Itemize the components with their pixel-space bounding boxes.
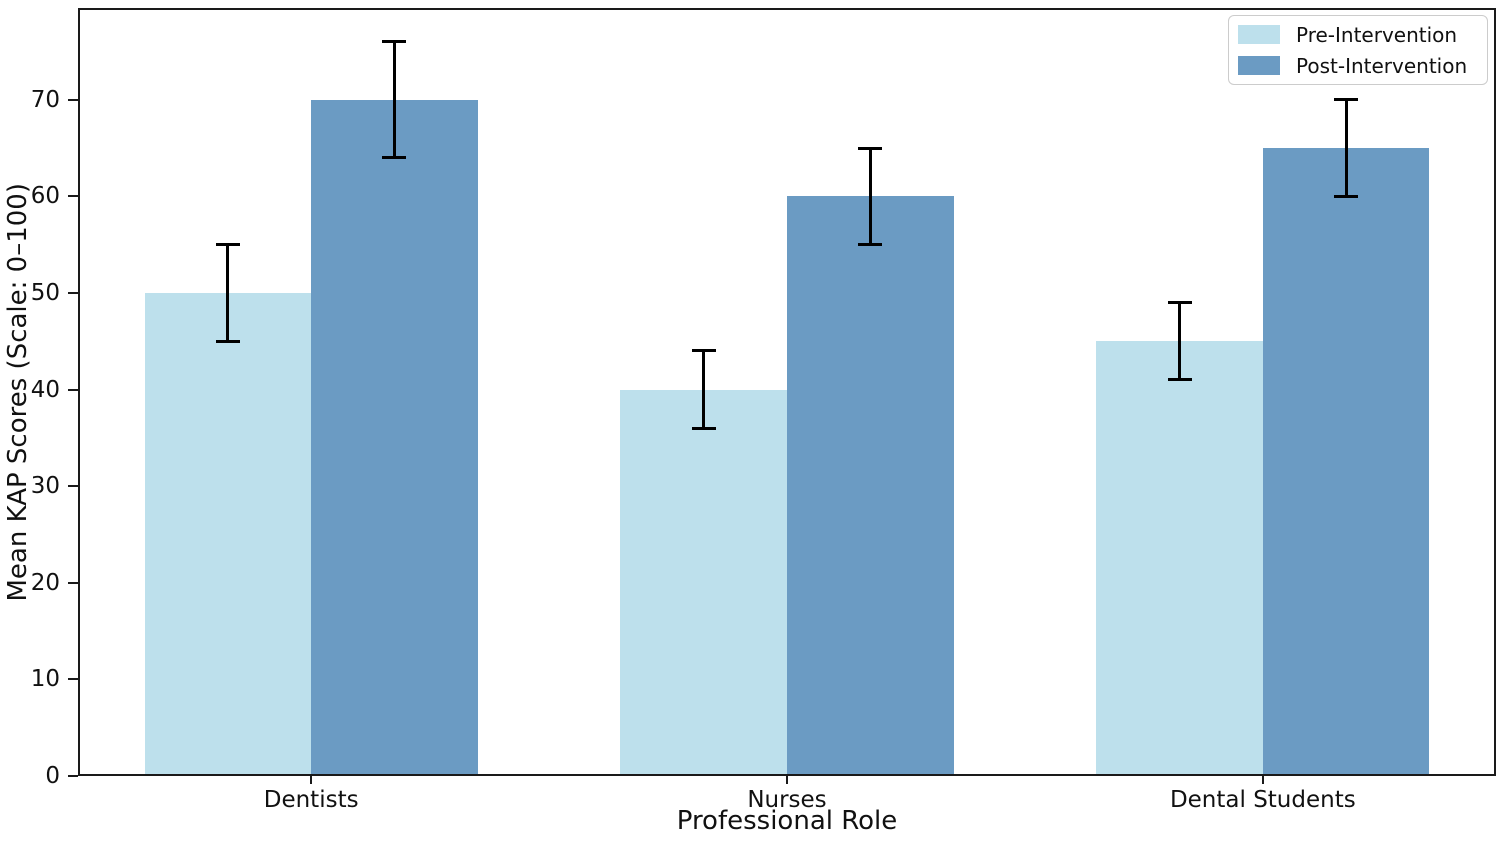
error-bar-cap-bottom: [1167, 378, 1192, 382]
y-tick-label: 60: [30, 183, 60, 210]
y-tick-label: 70: [30, 86, 60, 113]
y-tick-mark: [68, 98, 78, 101]
bar-post-intervention-dental-students: [1262, 148, 1430, 776]
error-bar-cap-top: [382, 40, 407, 44]
bar-pre-intervention-dental-students: [1096, 341, 1263, 776]
y-tick-label: 20: [30, 569, 60, 596]
y-tick-label: 10: [30, 666, 60, 693]
error-bar-line: [1178, 302, 1182, 380]
y-axis-title-wrap: Mean KAP Scores (Scale: 0–100): [0, 8, 36, 776]
y-tick-label: 30: [30, 473, 60, 500]
y-tick-mark: [68, 581, 78, 584]
error-bar-cap-bottom: [215, 339, 240, 343]
legend: Pre-Intervention Post-Intervention: [1228, 15, 1488, 85]
error-bar-cap-bottom: [382, 156, 407, 160]
y-tick-label: 40: [30, 376, 60, 403]
x-tick-mark: [310, 776, 313, 784]
y-tick-mark: [68, 291, 78, 294]
error-bar-cap-top: [1334, 98, 1359, 102]
error-bar-line: [868, 148, 872, 245]
y-axis-title: Mean KAP Scores (Scale: 0–100): [3, 182, 33, 602]
x-tick-mark: [786, 776, 788, 784]
x-tick-label: Nurses: [747, 787, 827, 813]
error-bar-cap-top: [215, 243, 240, 247]
y-tick-mark: [68, 678, 78, 681]
legend-label-pre-intervention: Pre-Intervention: [1296, 22, 1458, 47]
error-bar-line: [1344, 99, 1348, 197]
y-tick-mark: [68, 195, 78, 198]
legend-item-pre: Pre-Intervention: [1238, 23, 1487, 47]
error-bar-line: [392, 41, 396, 158]
bar-post-intervention-nurses: [787, 196, 954, 776]
error-bar-cap-bottom: [858, 243, 883, 247]
bar-pre-intervention-dentists: [144, 292, 312, 776]
error-bar-line: [226, 244, 230, 342]
x-tick-label: Dentists: [263, 787, 359, 813]
bar-post-intervention-dentists: [311, 99, 478, 776]
x-tick-label: Dental Students: [1169, 787, 1356, 813]
x-axis-title: Professional Role: [676, 806, 898, 836]
legend-item-post: Post-Intervention: [1238, 54, 1487, 78]
y-tick-mark: [68, 485, 78, 488]
error-bar-cap-bottom: [1334, 194, 1359, 198]
x-tick-mark: [1261, 776, 1264, 784]
y-tick-label: 0: [45, 763, 60, 789]
error-bar-cap-top: [691, 349, 716, 353]
legend-swatch-post-intervention: [1238, 56, 1280, 75]
bar-pre-intervention-nurses: [620, 389, 787, 776]
y-tick-mark: [68, 775, 78, 777]
legend-swatch-pre-intervention: [1238, 25, 1280, 44]
error-bar-cap-top: [858, 146, 883, 150]
error-bar-line: [702, 350, 706, 429]
error-bar-cap-bottom: [691, 426, 716, 430]
y-tick-label: 50: [30, 279, 60, 306]
error-bar-cap-top: [1167, 301, 1192, 305]
legend-label-post-intervention: Post-Intervention: [1296, 53, 1468, 78]
y-tick-mark: [68, 388, 78, 391]
